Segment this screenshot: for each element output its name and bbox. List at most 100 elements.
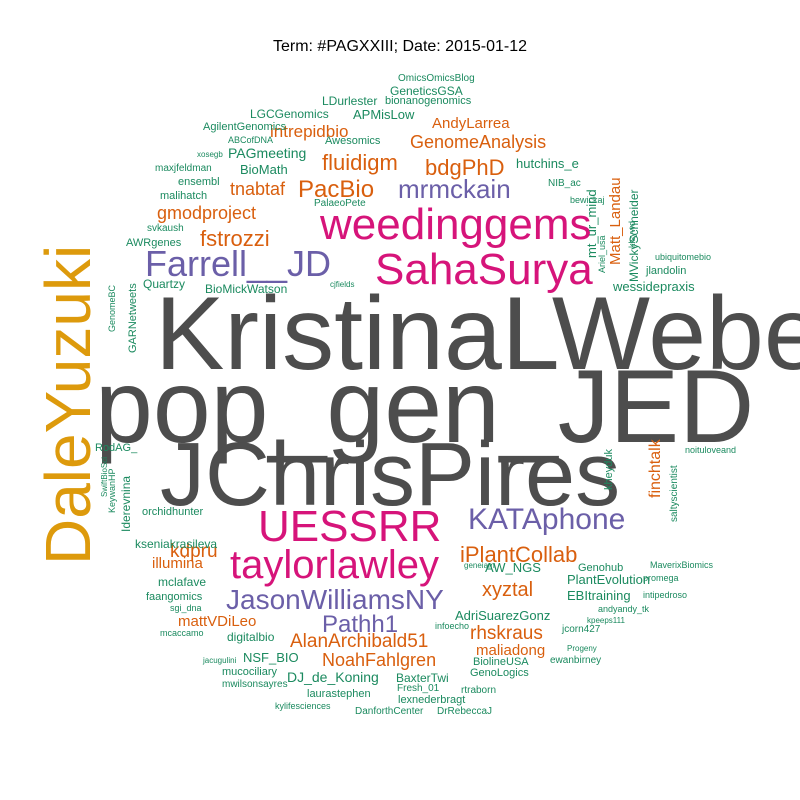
word: mrmckain xyxy=(398,174,511,204)
word: svkaush xyxy=(147,223,184,234)
word: KristinaLWeber xyxy=(155,276,800,392)
word: andyandy_tk xyxy=(598,604,650,614)
word: GenomeAnalysis xyxy=(410,132,547,152)
word: PalaeoPete xyxy=(314,198,366,209)
word: Farrell__JD xyxy=(145,243,332,284)
word: APMisLow xyxy=(353,107,415,122)
word: Iderevnina xyxy=(119,475,133,532)
word: ABCofDNA xyxy=(228,135,274,145)
word: intipedroso xyxy=(643,590,688,600)
word: tnabtaf xyxy=(230,179,286,199)
word: LDurlester xyxy=(322,94,378,108)
word: KATAphone xyxy=(468,503,626,536)
word: DaleYuzuki xyxy=(32,244,104,565)
word: jacugulini xyxy=(203,656,237,665)
word: ensembl xyxy=(178,176,220,188)
word: bdgPhD xyxy=(425,155,505,180)
word: PAGmeeting xyxy=(228,145,307,161)
word: rtraborn xyxy=(461,685,497,696)
word: mattVDiLeo xyxy=(178,613,257,630)
word: DanforthCenter xyxy=(355,706,424,717)
word: malihatch xyxy=(160,190,208,202)
word: noituloveand xyxy=(685,445,737,455)
word: Matt_Landau xyxy=(607,177,624,265)
word: promega xyxy=(643,573,679,583)
word: ubiquitomebio xyxy=(655,252,712,262)
word: JasonWilliamsNY xyxy=(226,584,444,615)
word: NoahFahlgren xyxy=(322,650,437,670)
word: MVickySchneider xyxy=(627,189,641,282)
word: Awesomics xyxy=(325,135,381,147)
word: BioMath xyxy=(240,162,288,177)
word: orchidhunter xyxy=(142,506,204,518)
word: PacBio xyxy=(298,176,375,203)
word: ewanbirney xyxy=(550,655,602,666)
word: kylifesciences xyxy=(275,701,331,711)
word: geneiam xyxy=(464,561,495,570)
word: BioMickWatson xyxy=(205,282,288,296)
word: weedinggems xyxy=(320,200,592,249)
word: maliadong xyxy=(476,642,546,659)
word: illumina xyxy=(152,555,203,572)
word: infoecho xyxy=(435,621,470,631)
word: sgi_dna xyxy=(170,603,202,613)
word: NIB_ac xyxy=(548,178,581,189)
word: maxjfeldman xyxy=(155,163,212,174)
word: fluidigm xyxy=(322,150,398,175)
word: UESSRR xyxy=(258,502,442,551)
word: GeneticsGSA xyxy=(390,84,463,98)
word: AndyLarrea xyxy=(432,115,510,132)
word: PlantEvolution xyxy=(567,572,651,587)
word: mcaccamo xyxy=(160,628,204,638)
word: GARNetweets xyxy=(127,283,139,353)
word: saltyscientist xyxy=(669,465,680,522)
word: Genohub xyxy=(578,562,624,574)
word: BaxterTwi xyxy=(396,671,449,685)
word: fstrozzi xyxy=(200,226,270,251)
word: AgilentGenomics xyxy=(203,121,287,133)
word: JChrisPires xyxy=(160,425,621,525)
word: MaverixBiomics xyxy=(650,560,714,570)
word: GenoLogics xyxy=(470,667,529,679)
word: KeywanHP xyxy=(107,468,117,513)
word: jlandolin xyxy=(646,265,687,277)
word: rhskraus xyxy=(470,623,543,644)
word: intrepidbio xyxy=(270,122,349,141)
word: OmicsOmicsBlog xyxy=(398,73,475,84)
word: jcorn427 xyxy=(562,624,601,635)
word: bewickaj xyxy=(570,195,605,205)
word: mclafave xyxy=(158,575,207,589)
word: taylorlawley xyxy=(230,543,439,587)
word: mwilsonsayres xyxy=(222,679,288,690)
word: laurastephen xyxy=(307,688,371,700)
word: AlanArchibald51 xyxy=(290,631,429,652)
word: LGCGenomics xyxy=(250,107,329,121)
word: DJ_de_Koning xyxy=(287,669,379,685)
word: digitalbio xyxy=(227,630,275,644)
word: xosegb xyxy=(197,150,223,159)
word: EBItraining xyxy=(567,588,631,603)
word: Fresh_01 xyxy=(397,683,440,694)
word: mucociliary xyxy=(222,666,278,678)
word: Pathh1 xyxy=(322,611,399,638)
word: DrRebeccaJ xyxy=(437,706,493,717)
word: AdriSuarezGonz xyxy=(455,608,551,623)
word: xyztal xyxy=(482,579,534,601)
word: BiolineUSA xyxy=(473,656,529,668)
word: GenomeBC xyxy=(107,284,117,332)
word: bionanogenomics xyxy=(385,95,472,107)
word: lexnederbragt xyxy=(398,694,466,706)
word: SahaSurya xyxy=(375,245,593,294)
word: pop_gen_JED xyxy=(95,349,755,465)
word: finchtalk xyxy=(647,439,664,498)
word: NSF_BIO xyxy=(243,650,299,665)
word: Progeny xyxy=(567,644,597,653)
word: kpeeps111 xyxy=(587,616,625,625)
word: wessidepraxis xyxy=(613,279,695,294)
word: iPlantCollab xyxy=(460,542,578,567)
word: kdpru xyxy=(170,541,218,562)
word: cjfields xyxy=(330,280,355,289)
chart-title: Term: #PAGXXIII; Date: 2015-01-12 xyxy=(272,38,528,55)
word: Quartzy xyxy=(143,277,186,291)
